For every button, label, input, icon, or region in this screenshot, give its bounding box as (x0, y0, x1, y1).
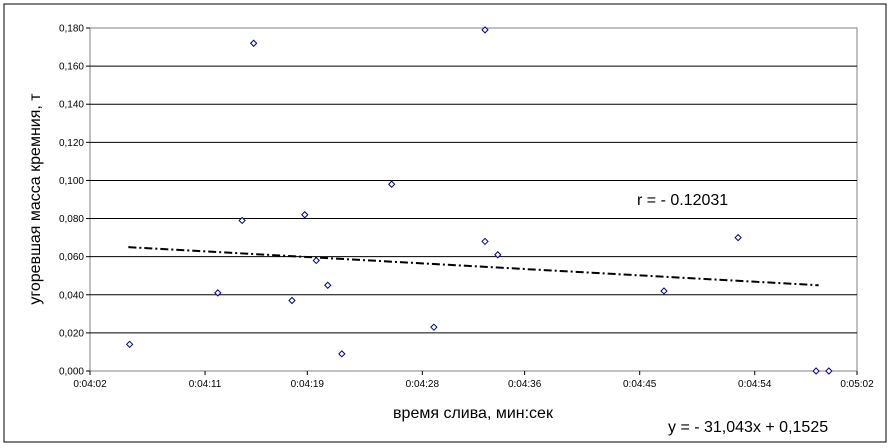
y-tick-label: 0,180 (59, 24, 84, 35)
y-tick-label: 0,060 (59, 252, 84, 263)
y-tick-label: 0,000 (59, 367, 84, 378)
data-point (288, 296, 296, 305)
y-axis-title: угоревшая масса кремния, т (27, 93, 44, 305)
data-point (125, 340, 134, 349)
data-point (338, 350, 346, 358)
data-point (481, 26, 489, 34)
data-point (214, 289, 222, 297)
x-tick-label: 0:04:11 (189, 379, 222, 390)
data-point (238, 216, 246, 225)
y-tick-labels: 0,000 0,020 0,040 0,060 0,080 0,100 0,120 0,140… (59, 24, 84, 378)
x-tick-label: 0:04:36 (508, 379, 542, 390)
data-point (734, 233, 742, 242)
x-tick-label: 0:05:02 (840, 379, 874, 390)
plot-border (89, 27, 858, 372)
trendline (128, 246, 819, 287)
data-point (430, 323, 438, 331)
trendline-path (128, 246, 819, 287)
y-tick-label: 0,040 (59, 290, 84, 301)
y-tick-label: 0,020 (59, 328, 84, 339)
x-tick-labels: 0:04:02 0:04:11 0:04:19 0:04:28 0:04:36 0:04:… (73, 379, 874, 390)
x-tick-label: 0:04:28 (406, 379, 440, 390)
data-point (301, 211, 309, 219)
plot-area: 0,000 0,020 0,040 0,060 0,080 0,100 0,120 0,140… (59, 24, 874, 391)
data-point (312, 256, 320, 265)
x-tick-label: 0:04:54 (738, 379, 772, 390)
data-point (324, 281, 332, 289)
data-point (660, 287, 668, 295)
y-tick-label: 0,140 (59, 100, 84, 111)
y-tick-label: 0,100 (59, 176, 84, 187)
x-tick-label: 0:04:02 (73, 379, 107, 390)
y-tick-label: 0,080 (59, 214, 84, 225)
gridlines (86, 27, 858, 375)
data-point (494, 251, 502, 259)
x-tick-label: 0:04:19 (291, 379, 325, 390)
trendline-equation: y = - 31,043x + 0,1525 (668, 419, 828, 436)
data-point (387, 180, 396, 188)
data-points (125, 26, 833, 375)
correlation-label: r = - 0.12031 (637, 192, 728, 209)
y-tick-label: 0,120 (59, 138, 84, 149)
x-axis-title: время слива, мин:сек (393, 405, 554, 422)
data-point (825, 367, 833, 375)
y-tick-label: 0,160 (59, 62, 84, 73)
data-point (481, 237, 489, 246)
data-point (812, 367, 820, 375)
x-tick-label: 0:04:45 (623, 379, 657, 390)
data-point (249, 39, 258, 47)
